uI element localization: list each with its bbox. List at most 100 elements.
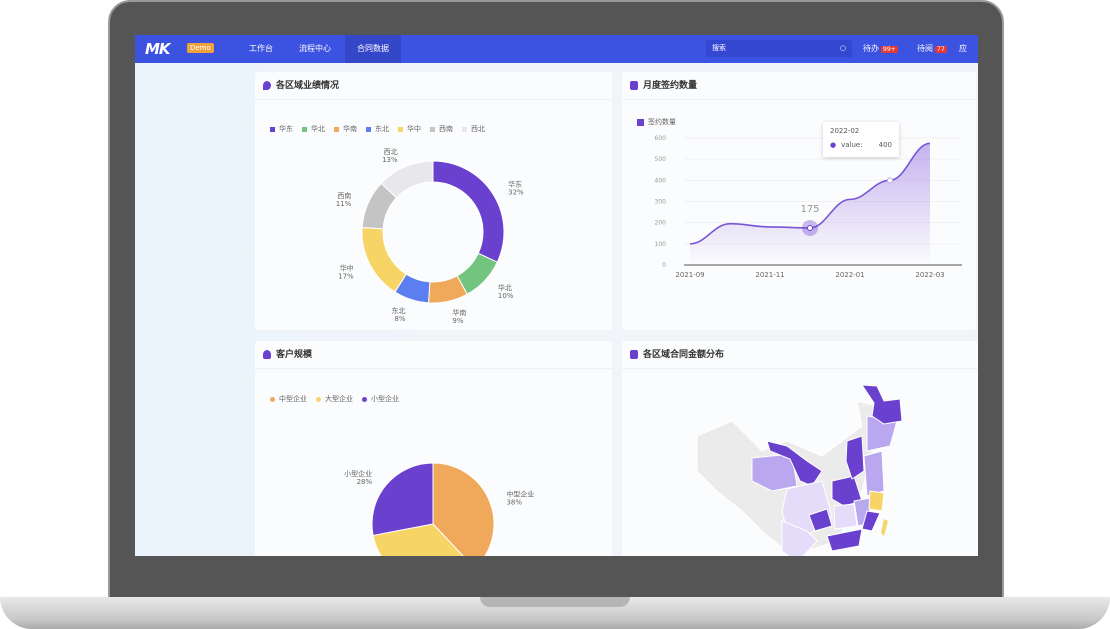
- legend-item[interactable]: 华北: [302, 124, 325, 134]
- todo-label: 待办: [863, 44, 879, 53]
- y-tick-label: 300: [655, 199, 667, 206]
- slice-label: 西南: [337, 191, 351, 200]
- slice-percent: 28%: [357, 478, 373, 486]
- legend-label: 西北: [471, 125, 485, 133]
- pie-legend: 中型企业 大型企业 小型企业: [270, 394, 399, 404]
- x-tick-label: 2022-01: [835, 271, 864, 279]
- card-title: 月度签约数量: [643, 80, 698, 91]
- legend-label: 华中: [407, 125, 421, 133]
- slice-percent: 11%: [336, 200, 352, 208]
- slice-中型企业: [432, 462, 495, 556]
- legend-label: 签约数量: [648, 118, 676, 126]
- slice-大型企业: [372, 523, 464, 556]
- legend-item[interactable]: 东北: [366, 124, 389, 134]
- slice-label: 中型企业: [506, 489, 534, 498]
- slice-percent: 10%: [498, 292, 514, 300]
- user-icon: [263, 350, 271, 359]
- legend-label: 西南: [439, 125, 453, 133]
- slice-percent: 17%: [338, 273, 354, 281]
- card-title: 客户规模: [276, 349, 313, 360]
- slice-西北: [380, 160, 434, 199]
- slice-小型企业: [371, 462, 434, 537]
- map-region-east[interactable]: [863, 450, 885, 497]
- slice-华东: [432, 160, 505, 263]
- todo-link[interactable]: 待办 99+: [859, 35, 902, 63]
- line-legend[interactable]: 签约数量: [637, 117, 676, 127]
- nav-item-workbench[interactable]: 工作台: [249, 44, 273, 53]
- slice-percent: 9%: [452, 317, 463, 325]
- highlight-point: [807, 224, 813, 231]
- map-region-central[interactable]: [831, 475, 863, 507]
- legend-item[interactable]: 中型企业: [270, 394, 307, 404]
- laptop-notch: [480, 597, 630, 607]
- map-icon: [630, 350, 638, 359]
- search-input[interactable]: 搜索 ○: [706, 40, 852, 57]
- map-region-yunnan[interactable]: [781, 520, 818, 556]
- region-amount-map-card: 各区域合同金额分布: [622, 341, 978, 556]
- nav-item-contract-data[interactable]: 合同数据: [345, 35, 401, 63]
- highlight-label: 175: [800, 204, 819, 215]
- legend-item[interactable]: 西南: [430, 124, 453, 134]
- legend-item[interactable]: 华南: [334, 124, 357, 134]
- nav-item-process[interactable]: 流程中心: [299, 44, 331, 53]
- legend-item[interactable]: 小型企业: [362, 394, 399, 404]
- tooltip-point: [887, 177, 893, 184]
- china-map: [696, 384, 903, 556]
- demo-badge: Demo: [187, 43, 214, 53]
- map-region-north[interactable]: [845, 435, 865, 480]
- todo-badge: 99+: [881, 46, 898, 53]
- legend-item[interactable]: 大型企业: [316, 394, 353, 404]
- map-region-zhejiang[interactable]: [868, 490, 885, 512]
- map-region-fujian[interactable]: [861, 510, 881, 532]
- legend-label: 大型企业: [325, 395, 353, 403]
- logo[interactable]: MK: [145, 40, 171, 58]
- y-tick-label: 400: [655, 177, 667, 184]
- x-tick-label: 2021-11: [755, 271, 784, 279]
- monthly-contracts-card: 月度签约数量 签约数量 0 100 200 300 400 500 600 2021-09 20…: [622, 72, 976, 330]
- slice-label: 东北: [391, 306, 405, 315]
- map-region-taiwan[interactable]: [881, 519, 888, 536]
- line-chart: 0 100 200 300 400 500 600 2021-09 2021-11 2022-01…: [655, 135, 962, 279]
- slice-percent: 8%: [394, 315, 405, 323]
- search-icon[interactable]: ○: [839, 44, 846, 52]
- chart-tooltip: 2022-02 ● value: 400: [823, 122, 899, 157]
- x-tick-label: 2021-09: [675, 271, 704, 279]
- slice-label: 华北: [498, 283, 512, 292]
- slice-percent: 13%: [382, 156, 398, 164]
- x-tick-label: 2022-03: [915, 271, 944, 279]
- legend-label: 中型企业: [279, 395, 307, 403]
- legend-item[interactable]: 华中: [398, 124, 421, 134]
- toread-badge: 77: [935, 46, 947, 53]
- y-tick-label: 100: [655, 241, 667, 248]
- map-region-heilongjiang[interactable]: [861, 384, 903, 425]
- slice-label: 华南: [452, 308, 466, 317]
- y-tick-label: 200: [655, 220, 667, 227]
- donut-legend: 华东 华北 华南 东北 华中 西南 西北: [270, 124, 485, 134]
- y-tick-label: 600: [655, 135, 667, 142]
- legend-label: 华东: [279, 125, 293, 133]
- legend-item[interactable]: 华东: [270, 124, 293, 134]
- toread-link[interactable]: 待阅 77: [913, 35, 951, 63]
- legend-item[interactable]: 西北: [462, 124, 485, 134]
- legend-label: 华北: [311, 125, 325, 133]
- tooltip-key: value:: [841, 141, 863, 149]
- legend-label: 华南: [343, 125, 357, 133]
- legend-label: 东北: [375, 125, 389, 133]
- map-region-hunan[interactable]: [833, 503, 858, 530]
- slice-label: 华中: [340, 264, 354, 273]
- apps-link[interactable]: 应用: [959, 44, 967, 81]
- region-performance-card: 各区域业绩情况 华东 华北 华南 东北 华中 西南 西北 华东 32% 华北 10% 华南 9% 东北 8…: [255, 72, 612, 330]
- map-region-guangdong[interactable]: [826, 528, 863, 552]
- slice-percent: 38%: [506, 498, 522, 506]
- map-region-guizhou[interactable]: [808, 508, 833, 532]
- y-tick-label: 0: [662, 262, 666, 269]
- search-placeholder: 搜索: [712, 44, 726, 52]
- area-fill: [690, 143, 930, 265]
- slice-percent: 32%: [508, 188, 524, 196]
- slice-华中: [361, 227, 407, 293]
- card-title: 各区域合同金额分布: [643, 349, 725, 360]
